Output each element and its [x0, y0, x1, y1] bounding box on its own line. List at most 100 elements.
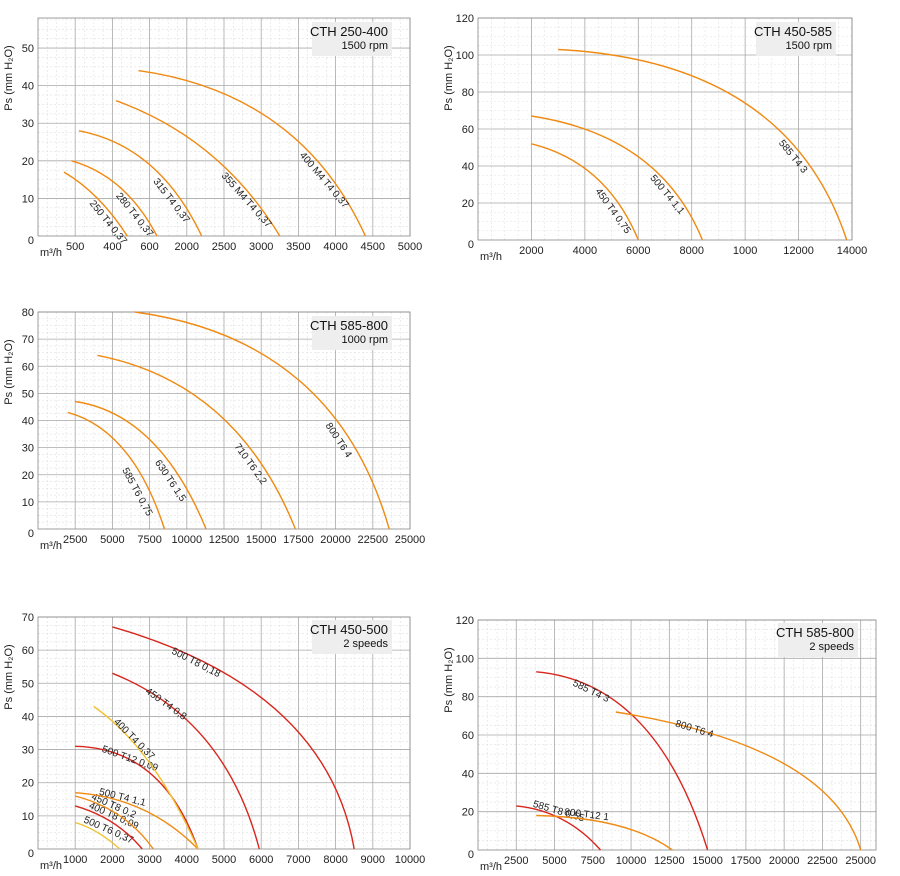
y-tick-label: 30 — [22, 443, 34, 455]
x-tick-label: 6000 — [626, 245, 650, 257]
x-tick-label: 7500 — [581, 855, 605, 867]
y-tick-label: 20 — [462, 807, 474, 819]
y-axis-label: Ps (mm H₂O) — [3, 339, 15, 404]
curve-800-t12-1 — [536, 814, 673, 851]
zero-tick-label: 0 — [468, 849, 474, 861]
y-axis-label: Ps (mm H₂O) — [443, 647, 455, 712]
y-tick-label: 50 — [22, 678, 34, 690]
y-tick-label: 20 — [462, 198, 474, 210]
zero-tick-label: 0 — [468, 239, 474, 251]
x-tick-label: 10000 — [172, 534, 203, 546]
x-tick-label: 2000 — [519, 245, 543, 257]
chart-subtitle: 1500 rpm — [342, 40, 388, 52]
curve-500-t4-1-1 — [75, 792, 199, 850]
y-tick-label: 100 — [456, 653, 474, 665]
x-tick-label: 10000 — [616, 855, 647, 867]
y-tick-label: 40 — [22, 81, 34, 93]
curve-400-t4-0-37 — [93, 705, 199, 850]
curve-280-t4-0-37 — [71, 160, 158, 237]
x-tick-label: 4000 — [175, 854, 199, 866]
x-tick-label: 3000 — [137, 854, 161, 866]
x-axis-label: m³/h — [480, 861, 502, 873]
curve-585-t6-0-75 — [67, 411, 166, 530]
curve-585-t4-3 — [558, 48, 848, 241]
x-axis-label: m³/h — [40, 860, 62, 872]
chart-title: CTH 450-585 — [754, 24, 832, 39]
x-tick-label: 12000 — [783, 245, 814, 257]
x-tick-label: 22500 — [807, 855, 838, 867]
y-axis-label: Ps (mm H₂O) — [3, 45, 15, 110]
chart-subtitle: 1000 rpm — [342, 334, 388, 346]
y-tick-label: 120 — [456, 13, 474, 25]
y-tick-label: 30 — [22, 745, 34, 757]
curve-450-t4-0-8 — [112, 672, 260, 850]
curve-400-m4-t4-0-37 — [138, 69, 367, 237]
y-axis-label: Ps (mm H₂O) — [443, 45, 455, 110]
curve-500-t6-0-37 — [75, 821, 121, 850]
x-tick-label: 1000 — [733, 245, 757, 257]
x-tick-label: 10000 — [395, 854, 426, 866]
x-tick-label: 15000 — [692, 855, 723, 867]
y-axis-label: Ps (mm H₂O) — [3, 644, 15, 709]
y-tick-label: 20 — [22, 470, 34, 482]
x-tick-label: 7000 — [286, 854, 310, 866]
x-tick-label: 25000 — [395, 534, 426, 546]
chart-subtitle: 1500 rpm — [786, 40, 832, 52]
curve-800-t6-4 — [615, 711, 862, 851]
x-tick-label: 2500 — [63, 534, 87, 546]
x-tick-label: 3000 — [249, 241, 273, 253]
x-tick-label: 20000 — [320, 534, 351, 546]
x-tick-label: 14000 — [837, 245, 868, 257]
plot-frame — [477, 619, 877, 851]
x-tick-label: 4000 — [323, 241, 347, 253]
x-tick-label: 20000 — [769, 855, 800, 867]
y-tick-label: 30 — [22, 118, 34, 130]
x-tick-label: 6000 — [249, 854, 273, 866]
curve-400-t8-0-09 — [75, 805, 143, 850]
x-axis-label: m³/h — [40, 540, 62, 552]
y-tick-label: 60 — [22, 361, 34, 373]
x-tick-label: 5000 — [398, 241, 422, 253]
y-tick-label: 20 — [22, 156, 34, 168]
x-tick-label: 17500 — [283, 534, 314, 546]
curve-450-t8-0-2 — [75, 795, 154, 850]
plot-frame — [477, 17, 853, 241]
x-tick-label: 1000 — [63, 854, 87, 866]
x-tick-label: 15000 — [246, 534, 277, 546]
y-tick-label: 70 — [22, 612, 34, 624]
x-tick-label: 12500 — [209, 534, 240, 546]
y-tick-label: 40 — [462, 768, 474, 780]
curve-710-t6-2-2 — [97, 354, 297, 530]
y-tick-label: 20 — [22, 778, 34, 790]
x-tick-label: 8000 — [323, 854, 347, 866]
title-box-bg — [312, 620, 392, 654]
title-box-bg — [312, 22, 392, 56]
plot-frame — [37, 616, 411, 850]
x-tick-label: 600 — [140, 241, 158, 253]
y-tick-label: 120 — [456, 615, 474, 627]
chart-subtitle: 2 speeds — [343, 638, 388, 650]
curve-250-t4-0-37 — [63, 171, 128, 237]
x-tick-label: 12500 — [654, 855, 685, 867]
x-tick-label: 22500 — [358, 534, 389, 546]
y-tick-label: 70 — [22, 334, 34, 346]
x-tick-label: 5000 — [542, 855, 566, 867]
y-tick-label: 10 — [22, 811, 34, 823]
zero-tick-label: 0 — [28, 848, 34, 860]
y-tick-label: 80 — [22, 307, 34, 319]
x-tick-label: 17500 — [731, 855, 762, 867]
curve-500-t12-0-09 — [75, 745, 199, 850]
title-box-bg — [312, 316, 392, 350]
y-tick-label: 60 — [22, 645, 34, 657]
y-tick-label: 40 — [22, 416, 34, 428]
curve-585-t8-0-55 — [516, 805, 602, 851]
y-tick-label: 100 — [456, 50, 474, 62]
